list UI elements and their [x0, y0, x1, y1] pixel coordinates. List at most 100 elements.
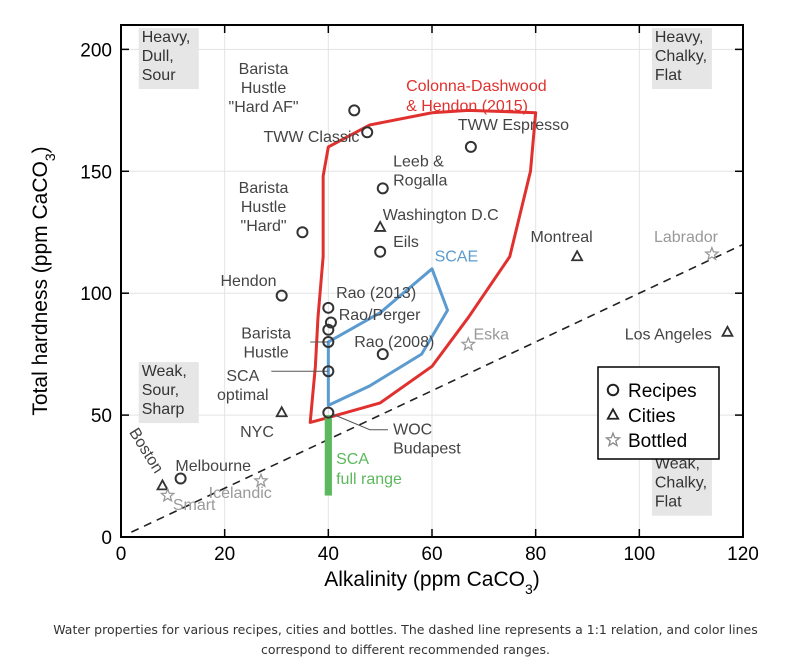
- corner-label-line-3-0: Weak,: [655, 456, 700, 473]
- y-tick-label-0: 0: [101, 528, 112, 549]
- point-recipes-3: [376, 182, 389, 195]
- point-bottled-1: [460, 336, 477, 352]
- y-tick-label-1: 50: [91, 406, 112, 427]
- point-label-cities-4-0: Boston: [125, 425, 166, 476]
- point-label-bottled-2-0: Icelandic: [209, 485, 272, 502]
- x-tick-label-5: 100: [623, 544, 655, 565]
- point-recipes-7: [322, 301, 335, 314]
- legend-marker-2: [604, 431, 622, 447]
- point-recipes-4: [296, 226, 309, 239]
- point-label-recipes-4-2: "Hard": [241, 218, 287, 235]
- x-tick-label-4: 80: [525, 544, 546, 565]
- caption-line-1: Water properties for various recipes, ci…: [53, 622, 758, 637]
- chart: Heavy, Dull, Sour Heavy, Chalky, Flat Weak, Sou…: [29, 24, 759, 597]
- point-recipes-1: [361, 126, 374, 139]
- point-cities-4: [155, 478, 169, 491]
- y-tick-label-3: 150: [80, 162, 112, 183]
- point-label-recipes-2-0: TWW Espresso: [458, 117, 569, 134]
- point-recipes-5: [374, 245, 387, 258]
- point-label-recipes-4-1: Hustle: [241, 199, 286, 216]
- point-label-bottled-1-0: Eska: [473, 327, 509, 344]
- x-tick-label-2: 40: [318, 544, 339, 565]
- point-cities-1: [570, 249, 584, 262]
- y-tick-label-2: 100: [80, 284, 112, 305]
- point-label-cities-1-0: Montreal: [530, 229, 592, 246]
- point-label-recipes-8-0: Rao/Perger: [339, 307, 421, 324]
- corner-label-line-1-1: Chalky,: [655, 48, 707, 65]
- point-label-recipes-12-1: optimal: [217, 387, 269, 404]
- corner-label-line-1-2: Flat: [655, 67, 682, 84]
- point-bottled-3: [159, 487, 176, 503]
- point-label-cities-3-0: NYC: [240, 424, 274, 441]
- corner-label-line-3-2: Flat: [655, 494, 682, 511]
- region-0-outline: [308, 108, 538, 424]
- point-recipes-13: [322, 406, 335, 419]
- leader-line-woc-budapest: [331, 413, 388, 431]
- point-label-recipes-3-0: Leeb &: [393, 153, 444, 170]
- point-label-recipes-5-0: Eils: [393, 234, 419, 251]
- region-1-label-0: SCAE: [435, 248, 479, 265]
- x-tick-label-1: 20: [214, 544, 235, 565]
- point-label-recipes-7-0: Rao (2013): [336, 285, 416, 302]
- corner-label-line-0-1: Dull,: [142, 48, 174, 65]
- legend-label-2: Bottled: [628, 431, 687, 452]
- point-label-recipes-10-1: Hustle: [243, 344, 288, 361]
- point-recipes-6: [275, 289, 288, 302]
- point-cities-0: [373, 220, 387, 232]
- point-recipes-11: [322, 323, 335, 336]
- point-label-recipes-13-1: Budapest: [393, 441, 461, 458]
- corner-label-line-2-2: Sharp: [142, 401, 185, 418]
- legend-marker-1: [606, 407, 620, 420]
- corner-label-line-2-0: Weak,: [142, 363, 187, 380]
- x-tick-label-0: 0: [116, 544, 127, 565]
- point-recipes-0: [348, 104, 361, 117]
- legend-marker-0: [606, 383, 620, 397]
- corner-label-2: Weak, Sour, Sharp: [138, 362, 199, 424]
- corner-label-line-2-1: Sour,: [142, 382, 179, 399]
- legend-box: [597, 366, 720, 460]
- point-bottled-0: [703, 245, 720, 261]
- region-2-label-0: SCA: [336, 451, 369, 468]
- legend: Recipes Cities Bottled: [597, 366, 720, 460]
- point-recipes-2: [464, 140, 477, 153]
- region-2-label-1: full range: [336, 471, 402, 488]
- point-label-bottled-0-0: Labrador: [654, 229, 719, 246]
- point-label-recipes-9-0: Rao (2008): [354, 334, 434, 351]
- point-label-recipes-12-0: SCA: [226, 368, 259, 385]
- legend-label-1: Cities: [628, 406, 676, 427]
- point-label-recipes-3-1: Rogalla: [393, 172, 447, 189]
- point-label-bottled-3-0: Smart: [173, 497, 216, 514]
- x-tick-label-3: 60: [421, 544, 442, 565]
- point-bottled-2: [253, 472, 269, 488]
- region-0-label-0: Colonna-Dashwood: [406, 78, 547, 95]
- point-label-recipes-0-0: Barista: [239, 61, 289, 78]
- corner-label-bg-1: [651, 28, 712, 90]
- corner-label-line-0-2: Sour: [142, 67, 176, 84]
- point-recipes-14: [174, 472, 187, 485]
- corner-label-line-1-0: Heavy,: [655, 29, 704, 46]
- x-tick-label-6: 120: [727, 544, 759, 565]
- legend-label-0: Recipes: [628, 381, 697, 402]
- point-label-recipes-13-0: WOC: [393, 422, 432, 439]
- y-axis-label: Total hardness (ppm CaCO3): [29, 146, 58, 415]
- point-label-recipes-6-0: Hendon: [220, 273, 276, 290]
- reference-line-1-to-1: [131, 243, 744, 533]
- corner-label-bg-0: [138, 28, 199, 90]
- point-label-recipes-1-0: TWW Classic: [263, 129, 359, 146]
- corner-label-bg-2: [138, 362, 199, 424]
- corner-label-1: Heavy, Chalky, Flat: [651, 28, 712, 90]
- point-label-recipes-4-0: Barista: [239, 180, 289, 197]
- region-2-bar: [324, 415, 332, 496]
- corner-label-0: Heavy, Dull, Sour: [138, 28, 199, 90]
- point-recipes-12: [322, 365, 335, 378]
- corner-label-bg-3: [651, 454, 712, 516]
- point-label-recipes-10-0: Barista: [241, 325, 291, 342]
- point-cities-3: [275, 405, 289, 418]
- point-label-cities-2-0: Los Angeles: [625, 327, 712, 344]
- corner-label-line-3-1: Chalky,: [655, 475, 707, 492]
- point-recipes-9: [376, 348, 389, 361]
- series-recipes: Barista Hustle "Hard AF" TWW Classic TWW Esp…: [174, 61, 569, 485]
- point-label-recipes-0-2: "Hard AF": [229, 99, 299, 116]
- point-cities-2: [720, 324, 734, 337]
